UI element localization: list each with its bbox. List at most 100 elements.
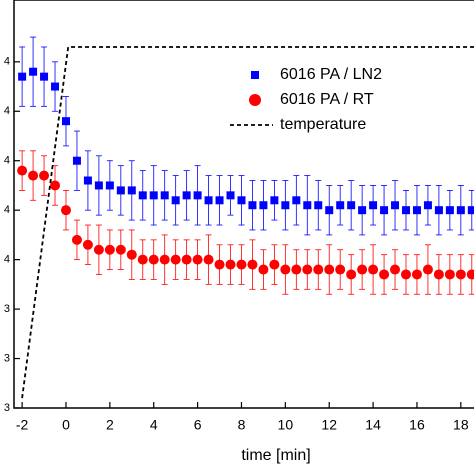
point [28,170,39,181]
point [369,201,378,210]
point [215,196,224,205]
x-tick-label: 18 [453,417,469,433]
point [193,191,202,200]
point [83,176,92,185]
point [105,181,114,190]
point [61,117,70,126]
x-tick-label: 16 [409,417,425,433]
point [94,181,103,190]
y-tick-label: 3 [4,303,10,315]
point [115,244,126,255]
point [170,254,181,265]
temperature-line [21,46,474,399]
point [51,82,60,91]
point [171,196,180,205]
legend-label: temperature [280,116,366,133]
point [303,201,312,210]
point [412,206,421,215]
x-tick-label: 8 [238,417,246,433]
point [18,72,27,81]
x-tick-label: 2 [106,417,114,433]
point [182,191,191,200]
point [433,269,444,280]
x-tick-label: 14 [365,417,381,433]
point [82,239,93,250]
point [17,165,28,176]
x-tick-label: 12 [321,417,337,433]
y-tick-label: 3 [4,352,10,364]
point [214,259,225,270]
point [40,72,49,81]
y-tick-label: 4 [4,254,10,266]
point [203,254,214,265]
point [270,196,279,205]
point [357,264,368,275]
point [116,186,125,195]
point [291,264,302,275]
point [71,234,82,245]
point [236,259,247,270]
point [336,201,345,210]
point [247,259,258,270]
point [280,264,291,275]
point [259,201,268,210]
point [292,196,301,205]
point [192,254,203,265]
point [324,264,335,275]
point [302,264,313,275]
point [269,259,280,270]
point [401,206,410,215]
x-axis-label: time [min] [241,447,310,464]
point [181,254,192,265]
point [225,259,236,270]
point [466,269,474,280]
point [237,196,246,205]
y-tick-label: 4 [4,56,10,68]
point [204,196,213,205]
x-tick-label: 4 [150,417,158,433]
point [358,206,367,215]
point [248,201,257,210]
point [379,269,390,280]
point [346,269,357,280]
x-tick-label: 10 [278,417,294,433]
point [423,201,432,210]
point [72,156,81,165]
point [314,201,323,210]
point [149,191,158,200]
point [60,205,71,216]
point [258,264,269,275]
point [39,170,50,181]
point [391,201,400,210]
point [445,206,454,215]
point [444,269,455,280]
point [325,206,334,215]
point [50,180,61,191]
point [148,254,159,265]
legend-label: 6016 PA / RT [280,91,374,108]
point [138,191,147,200]
point [467,206,474,215]
point [313,264,324,275]
point [455,269,466,280]
point [281,201,290,210]
legend-marker [249,94,261,106]
x-tick-label: -2 [16,417,29,433]
point [29,67,38,76]
plot-frame [13,0,474,409]
y-tick-label: 4 [4,204,10,216]
point [335,264,346,275]
point [159,254,170,265]
x-tick-label: 6 [194,417,202,433]
point [434,206,443,215]
point [411,269,422,280]
point [127,186,136,195]
y-tick-label: 4 [4,105,10,117]
y-tick-label: 4 [4,155,10,167]
point [368,264,379,275]
point [422,264,433,275]
point [400,269,411,280]
legend-marker [251,71,259,79]
x-tick-label: 0 [62,417,70,433]
